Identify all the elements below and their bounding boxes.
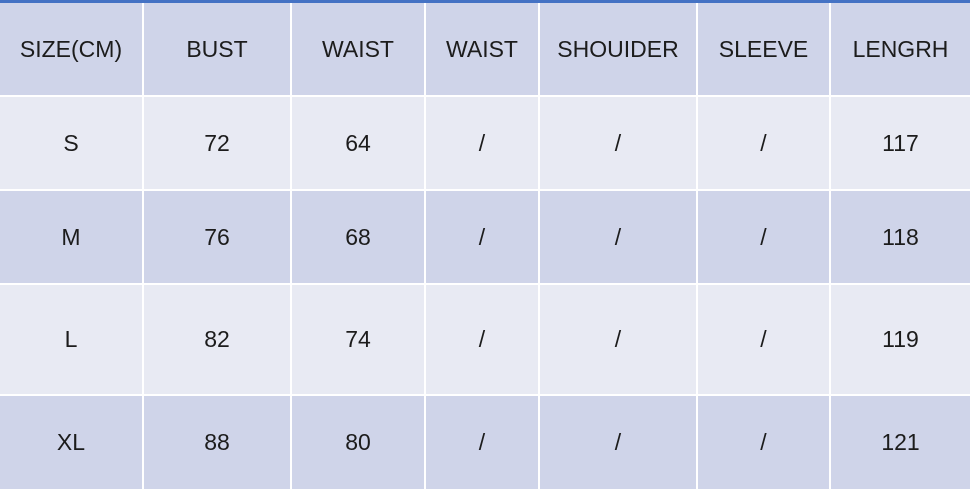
size-cell: S bbox=[0, 97, 142, 189]
value-cell: 72 bbox=[144, 97, 290, 189]
header-cell: SLEEVE bbox=[698, 3, 829, 95]
value-cell: 88 bbox=[144, 396, 290, 489]
size-cell: M bbox=[0, 191, 142, 283]
header-cell: SIZE(CM) bbox=[0, 3, 142, 95]
header-cell: LENGRH bbox=[831, 3, 970, 95]
size-cell: L bbox=[0, 285, 142, 394]
value-cell: / bbox=[698, 396, 829, 489]
value-cell: 80 bbox=[292, 396, 424, 489]
value-cell: / bbox=[540, 285, 696, 394]
header-cell: BUST bbox=[144, 3, 290, 95]
value-cell: 118 bbox=[831, 191, 970, 283]
value-cell: 119 bbox=[831, 285, 970, 394]
value-cell: 76 bbox=[144, 191, 290, 283]
value-cell: / bbox=[426, 97, 538, 189]
value-cell: / bbox=[426, 285, 538, 394]
header-cell: SHOUIDER bbox=[540, 3, 696, 95]
header-cell: WAIST bbox=[426, 3, 538, 95]
size-cell: XL bbox=[0, 396, 142, 489]
value-cell: 68 bbox=[292, 191, 424, 283]
value-cell: / bbox=[698, 285, 829, 394]
value-cell: 117 bbox=[831, 97, 970, 189]
value-cell: / bbox=[698, 97, 829, 189]
value-cell: 121 bbox=[831, 396, 970, 489]
value-cell: / bbox=[426, 396, 538, 489]
value-cell: / bbox=[540, 396, 696, 489]
value-cell: 82 bbox=[144, 285, 290, 394]
value-cell: / bbox=[426, 191, 538, 283]
value-cell: 64 bbox=[292, 97, 424, 189]
value-cell: / bbox=[698, 191, 829, 283]
value-cell: / bbox=[540, 191, 696, 283]
value-cell: / bbox=[540, 97, 696, 189]
value-cell: 74 bbox=[292, 285, 424, 394]
header-cell: WAIST bbox=[292, 3, 424, 95]
